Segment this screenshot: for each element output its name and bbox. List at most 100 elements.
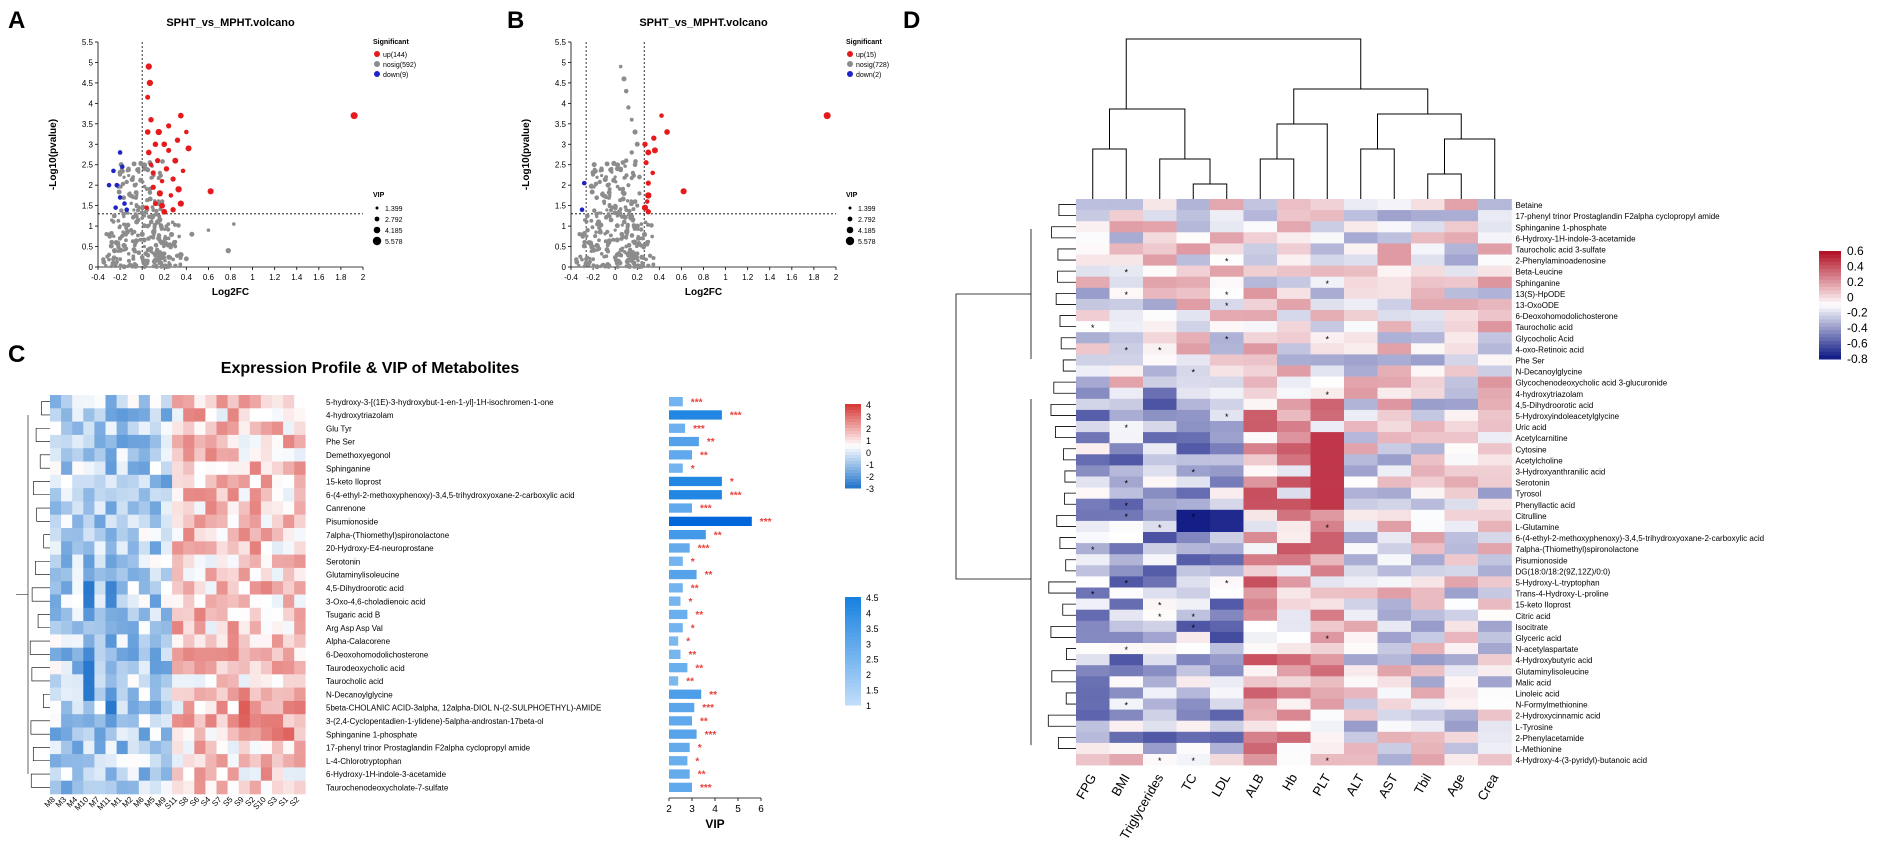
correlation-cell xyxy=(1344,731,1378,744)
correlation-cell xyxy=(1377,654,1412,666)
correlation-cell xyxy=(1478,720,1512,733)
point-up xyxy=(163,166,170,172)
correlation-cell xyxy=(1478,221,1512,233)
correlation-cell xyxy=(1310,321,1345,333)
point-nosig xyxy=(142,264,147,270)
y-axis-label: -Log10(pvalue) xyxy=(521,119,532,190)
correlation-cell xyxy=(1176,698,1211,710)
correlation-cell xyxy=(1310,620,1345,633)
colorbar-segment xyxy=(845,419,861,423)
correlation-cell xyxy=(1076,454,1110,466)
correlation-cell xyxy=(1344,520,1378,533)
point-nosig xyxy=(615,264,620,270)
vip-size-marker xyxy=(845,236,855,246)
heatmap-cell xyxy=(138,714,151,728)
correlation-cell xyxy=(1411,409,1445,422)
row-dendrogram-branch xyxy=(1057,270,1076,283)
heatmap-cell xyxy=(127,767,140,781)
correlation-cell xyxy=(1076,421,1110,433)
point-nosig xyxy=(111,213,117,219)
heatmap-cell xyxy=(216,754,228,768)
correlation-cell xyxy=(1344,221,1378,233)
heatmap-cell xyxy=(272,607,284,622)
heatmap-cell xyxy=(283,488,295,502)
correlation-cell xyxy=(1243,221,1278,233)
significance-star: * xyxy=(1225,257,1229,267)
vip-x-tick-label: 5 xyxy=(735,804,741,815)
significance-star: * xyxy=(1124,579,1128,589)
heatmap-cell xyxy=(183,554,195,569)
point-nosig xyxy=(589,218,594,223)
correlation-cell xyxy=(1176,454,1211,466)
heatmap-cell xyxy=(149,634,162,648)
heatmap-cell xyxy=(50,647,62,662)
heatmap-cell xyxy=(183,634,195,648)
point-nosig xyxy=(617,260,623,266)
significance-star: * xyxy=(1124,701,1128,711)
colorbar-tick-label: -0.6 xyxy=(1847,337,1868,351)
point-nosig xyxy=(635,236,641,241)
heatmap-cell xyxy=(172,448,184,462)
heatmap-cell xyxy=(260,780,273,795)
point-down xyxy=(106,182,112,188)
vip-colorbar-segment xyxy=(845,687,861,692)
heatmap-cell xyxy=(83,488,95,502)
heatmap-cell xyxy=(216,727,228,742)
correlation-cell xyxy=(1444,232,1479,244)
correlation-cell xyxy=(1076,398,1110,411)
correlation-cell xyxy=(1277,731,1311,744)
correlation-cell xyxy=(1310,687,1345,699)
vip-size-label: 4.185 xyxy=(858,228,876,235)
heatmap-cell xyxy=(72,434,84,449)
colorbar-segment xyxy=(845,425,861,429)
heatmap-cell xyxy=(272,674,284,688)
correlation-cell xyxy=(1411,520,1445,533)
heatmap-cell xyxy=(294,421,306,436)
significance-star: * xyxy=(1191,468,1195,478)
colorbar-segment xyxy=(1819,355,1841,360)
correlation-cell xyxy=(1310,221,1345,233)
heatmap-cell xyxy=(205,434,217,449)
heatmap-cell xyxy=(50,780,62,795)
point-nosig xyxy=(143,251,149,256)
point-up xyxy=(148,162,154,167)
point-nosig xyxy=(129,201,133,206)
correlation-cell xyxy=(1109,310,1144,322)
y-tick-label: 1 xyxy=(562,222,567,231)
correlation-cell xyxy=(1243,454,1278,466)
heatmap-cell xyxy=(216,581,228,595)
correlation-cell xyxy=(1310,654,1345,666)
heatmap-row-label: Arg Asp Asp Val xyxy=(326,624,383,633)
correlation-cell xyxy=(1243,354,1278,366)
correlation-cell xyxy=(1344,343,1378,355)
point-nosig xyxy=(591,264,596,269)
heatmap-cell xyxy=(205,448,217,462)
heatmap-cell xyxy=(172,395,184,409)
colorbar-tick-label: 0 xyxy=(1847,290,1854,304)
correlation-cell xyxy=(1076,287,1110,300)
heatmap-cell xyxy=(161,581,173,595)
vip-bar xyxy=(669,490,722,500)
heatmap-cell xyxy=(105,461,117,476)
heatmap-row-label: 7alpha-(Thiomethyl)spironolactone xyxy=(326,531,450,540)
point-nosig xyxy=(624,251,628,255)
heatmap-row-label: Canrenone xyxy=(326,504,366,513)
heatmap-cell xyxy=(249,421,262,436)
heatmap-cell xyxy=(83,754,95,768)
significance-star: * xyxy=(1325,390,1329,400)
correlation-cell xyxy=(1176,498,1211,511)
correlation-cell xyxy=(1109,731,1144,744)
y-tick-label: 2.5 xyxy=(82,161,94,170)
vip-significance-stars: * xyxy=(686,637,690,648)
correlation-cell xyxy=(1277,387,1311,400)
correlation-cell xyxy=(1176,654,1211,666)
correlation-cell xyxy=(1076,498,1110,511)
heatmap-cell xyxy=(283,461,295,476)
heatmap-cell xyxy=(127,740,140,755)
correlation-cell xyxy=(1444,376,1479,388)
point-nosig xyxy=(142,244,146,249)
point-nosig xyxy=(101,259,107,265)
heatmap-cell xyxy=(216,647,228,662)
heatmap-cell xyxy=(216,408,228,422)
point-nosig xyxy=(596,246,602,251)
